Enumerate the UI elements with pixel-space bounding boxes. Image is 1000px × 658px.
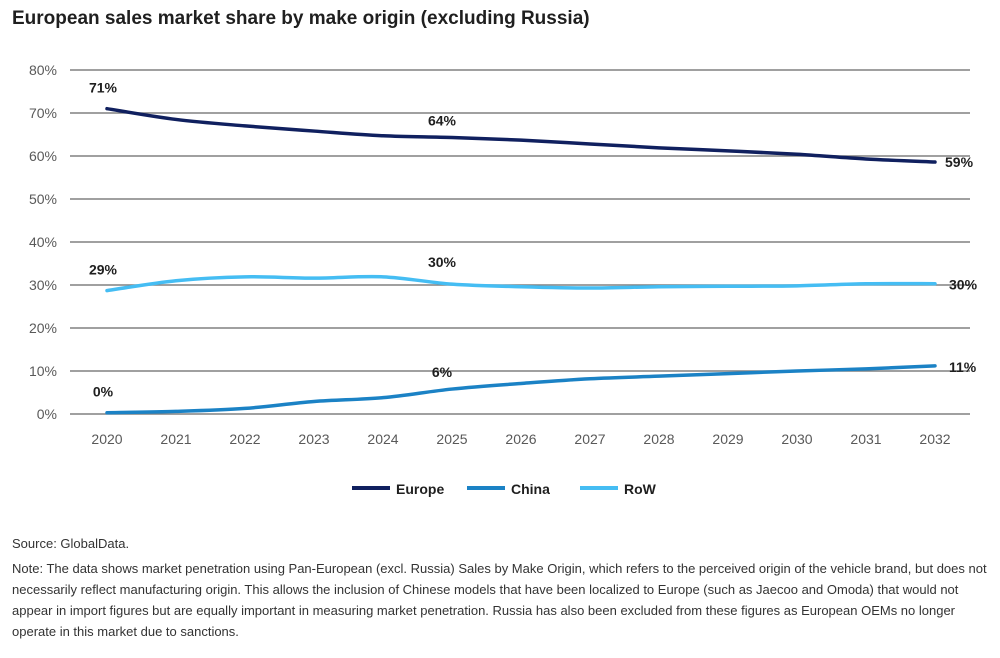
note-text: Note: The data shows market penetration … — [12, 561, 987, 639]
y-axis-ticks: 0% 10% 20% 30% 40% 50% 60% 70% 80% — [29, 62, 57, 422]
y-tick-label: 30% — [29, 277, 57, 293]
x-tick-label: 2022 — [229, 431, 260, 447]
data-labels: 71% 64% 59% 0% 6% 11% 29% 30% 30% — [89, 80, 978, 400]
legend-label-china: China — [511, 481, 550, 497]
y-tick-label: 20% — [29, 320, 57, 336]
x-tick-label: 2028 — [643, 431, 674, 447]
data-label-china: 0% — [93, 384, 114, 400]
x-tick-label: 2030 — [781, 431, 812, 447]
x-tick-label: 2024 — [367, 431, 398, 447]
data-label-row: 29% — [89, 262, 118, 278]
data-label-row: 30% — [949, 277, 978, 293]
x-tick-label: 2032 — [919, 431, 950, 447]
data-label-europe: 64% — [428, 113, 457, 129]
y-tick-label: 0% — [37, 406, 57, 422]
series-line-china — [105, 364, 937, 415]
x-tick-label: 2029 — [712, 431, 743, 447]
source-text: Source: GlobalData. — [12, 536, 130, 551]
data-label-china: 6% — [432, 364, 453, 380]
y-tick-label: 80% — [29, 62, 57, 78]
data-label-row: 30% — [428, 254, 457, 270]
x-tick-label: 2023 — [298, 431, 329, 447]
x-tick-label: 2026 — [505, 431, 536, 447]
data-label-china: 11% — [949, 359, 977, 375]
y-tick-label: 40% — [29, 234, 57, 250]
x-tick-label: 2031 — [850, 431, 881, 447]
x-axis-ticks: 2020 2021 2022 2023 2024 2025 2026 2027 2028 2029… — [91, 431, 950, 447]
legend-label-row: RoW — [624, 481, 657, 497]
series-lines — [105, 106, 937, 415]
y-tick-label: 60% — [29, 148, 57, 164]
y-tick-label: 10% — [29, 363, 57, 379]
series-line-europe — [105, 106, 937, 164]
series-line-row — [105, 274, 937, 293]
data-label-europe: 59% — [945, 154, 974, 170]
line-chart: 0%10%20%30%40%50%60%70%80% 2020 2021 2022 2… — [29, 62, 978, 497]
x-tick-label: 2021 — [160, 431, 191, 447]
data-label-europe: 71% — [89, 80, 118, 96]
chart-title: European sales market share by make orig… — [12, 8, 590, 29]
y-tick-label: 50% — [29, 191, 57, 207]
legend-label-europe: Europe — [396, 481, 444, 497]
x-tick-label: 2020 — [91, 431, 122, 447]
y-tick-label: 70% — [29, 105, 57, 121]
x-tick-label: 2027 — [574, 431, 605, 447]
legend: Europe China RoW — [352, 481, 657, 497]
x-tick-label: 2025 — [436, 431, 467, 447]
